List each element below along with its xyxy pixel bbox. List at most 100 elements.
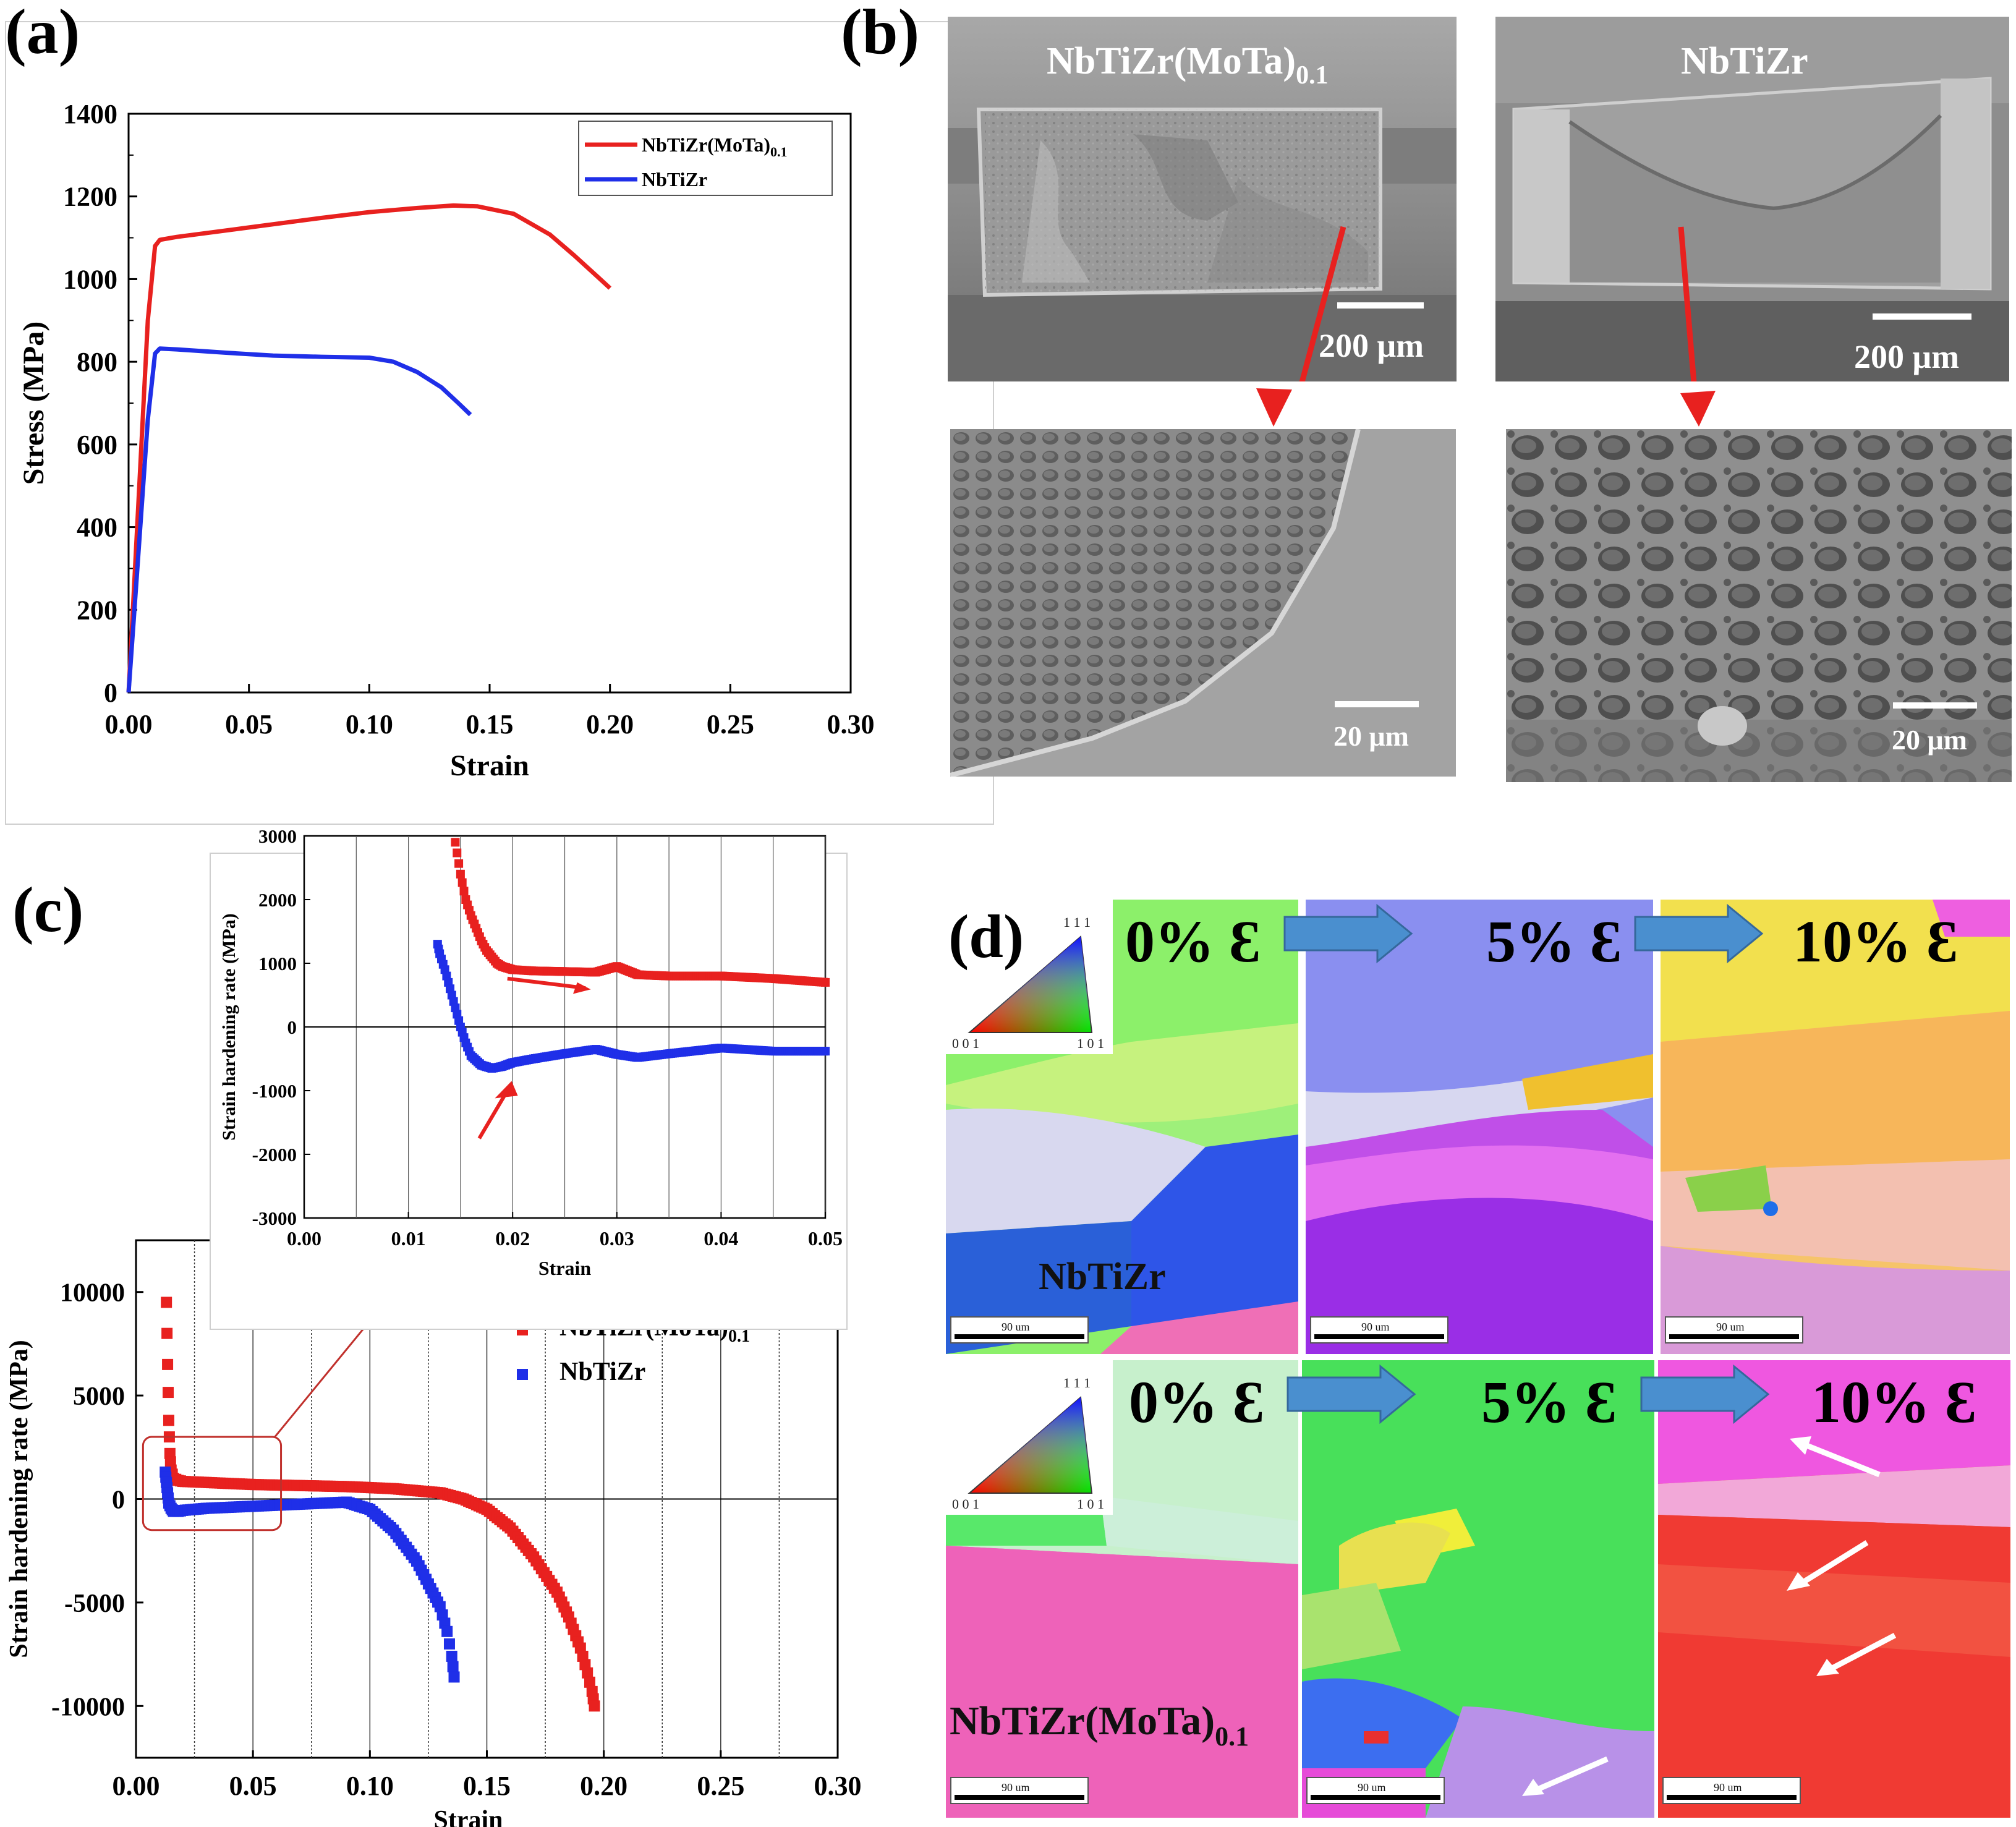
strain-label-0: 0% Ɛ [1129, 1369, 1264, 1435]
scale-bar [1337, 302, 1424, 309]
inset-x-tick-label: 0.02 [495, 1227, 530, 1250]
arrow-right-icon [1640, 1365, 1769, 1423]
scale-bar [1893, 702, 1977, 709]
data-point [163, 1415, 174, 1426]
inset-y-tick-label: -1000 [252, 1080, 297, 1102]
panel-b-label: (b) [841, 0, 920, 67]
inset-x-tick-label: 0.03 [600, 1227, 634, 1250]
ipf-label-111: 1 1 1 [1063, 1375, 1091, 1390]
x-tick-label: 0.15 [463, 1771, 511, 1801]
row-label-nbtizr-mota: NbTiZr(MoTa)0.1 [950, 1698, 1249, 1752]
x-tick-label: 0.15 [466, 709, 514, 739]
sem-fracture-nbtizr: 20 μm [1506, 429, 2012, 782]
inset-y-axis-label: Strain hardening rate (MPa) [219, 913, 239, 1140]
strain-hardening-chart: 0.00 0.05 0.10 0.15 0.20 0.25 0.30-10000-50000… [5, 825, 862, 1827]
x-tick-label: 0.20 [586, 709, 634, 739]
y-tick-label: -10000 [51, 1693, 125, 1721]
svg-text:90 um: 90 um [1002, 1781, 1030, 1794]
inset-arrow-head-icon [572, 982, 591, 994]
y-tick-label: -5000 [64, 1590, 125, 1618]
scale-label: 20 μm [1892, 724, 1967, 756]
legend-box [578, 121, 833, 196]
sem-overview-nbtizr: NbTiZr 200 μm [1495, 17, 2009, 381]
data-point [162, 1358, 174, 1370]
legend-label: NbTiZr [559, 1358, 645, 1386]
series-line-1 [126, 346, 472, 693]
y-tick-label: 200 [77, 595, 117, 625]
sem-title-nbtizr-mota: NbTiZr(MoTa)0.1 [1047, 40, 1329, 90]
y-axis-label: Strain hardening rate (MPa) [5, 1340, 33, 1658]
x-tick-label: 0.10 [346, 1771, 394, 1801]
inset-y-tick-label: 2000 [258, 889, 297, 911]
sem-arrows [1256, 388, 1716, 427]
x-tick-label: 0.20 [580, 1771, 627, 1801]
y-tick-label: 1200 [63, 182, 117, 212]
strain-label-5: 5% Ɛ [1481, 1369, 1617, 1435]
x-tick-label: 0.30 [827, 709, 875, 739]
data-point [441, 1625, 453, 1637]
panel-c-label: (c) [12, 874, 84, 945]
stress-strain-chart: 0.00 0.05 0.10 0.15 0.20 0.25 0.30 0 200 400 600 80… [17, 99, 875, 782]
ebsd-overlay: 0% Ɛ 5% Ɛ 10% Ɛ 0% Ɛ 5% Ɛ 10% Ɛ NbTiZr(M… [950, 905, 1976, 1804]
data-point [161, 1297, 172, 1308]
data-point [448, 1671, 460, 1683]
zoom-box [142, 1436, 283, 1531]
data-point [582, 1667, 593, 1679]
y-tick-label: 800 [77, 347, 117, 377]
ipf-label-111: 1 1 1 [1063, 914, 1091, 930]
sem-title-nbtizr: NbTiZr [1681, 40, 1808, 82]
strain-label-10: 10% Ɛ [1793, 908, 1958, 974]
inset-x-tick-label: 0.05 [808, 1227, 843, 1250]
panel-a: (a) 0.00 0.05 0.10 0.15 0.20 0.25 0.30 0 200 400 6… [5, 0, 994, 828]
arrow-icon [1680, 391, 1716, 427]
svg-text:90 um: 90 um [1716, 1321, 1745, 1333]
x-tick-label: 0.00 [113, 1771, 160, 1801]
y-tick-label: 1400 [63, 99, 117, 129]
y-tick-label: 0 [112, 1486, 125, 1515]
inset-data-point [454, 859, 464, 868]
y-tick-label: 600 [77, 430, 117, 460]
ebsd-map-nbtizr-10 [1661, 900, 2010, 1354]
data-point [447, 1661, 459, 1672]
inset-data-point [453, 848, 462, 858]
y-tick-label: 1000 [63, 264, 117, 294]
x-tick-label: 0.30 [814, 1771, 862, 1801]
panel-a-label: (a) [5, 0, 80, 67]
row-label-nbtizr: NbTiZr [1039, 1256, 1166, 1298]
inset-arrow-head-icon [495, 1081, 518, 1099]
inset-arrow-line [507, 976, 586, 990]
svg-text:90 um: 90 um [1361, 1321, 1390, 1333]
arrow-right-icon [1287, 1365, 1416, 1423]
scale-label: 200 μm [1319, 327, 1424, 364]
inset-data-point [459, 887, 469, 896]
strain-label-0: 0% Ɛ [1125, 908, 1261, 974]
ipf-label-101: 1 0 1 [1077, 1496, 1104, 1512]
data-point [443, 1638, 455, 1650]
ipf-legend-top: 1 1 1 0 0 1 1 0 1 [946, 900, 1113, 1054]
scale-bars: 90 um 90 um 90 um 90 um 90 um 90 um [950, 1316, 1803, 1804]
svg-text:90 um: 90 um [1002, 1321, 1030, 1333]
x-tick-label: 0.05 [229, 1771, 277, 1801]
inset-data-point [451, 838, 460, 847]
panel-a-frame [5, 21, 994, 825]
ipf-label-001: 0 0 1 [952, 1036, 979, 1051]
y-axis-label: Stress (MPa) [17, 322, 50, 485]
x-tick-label: 0.05 [225, 709, 273, 739]
inset-y-tick-label: -3000 [252, 1207, 297, 1229]
data-point [163, 1387, 174, 1399]
data-point [584, 1676, 595, 1688]
ebsd-map-nbtizr-5 [1306, 900, 1653, 1354]
legend-swatch [517, 1369, 528, 1380]
inset-x-tick-label: 0.04 [704, 1227, 738, 1250]
inset-y-tick-label: 0 [287, 1016, 297, 1038]
arrow-right-icon [1634, 905, 1763, 963]
svg-text:90 um: 90 um [1714, 1781, 1742, 1794]
inset-arrow-line [477, 1089, 509, 1139]
inset-y-tick-label: 3000 [258, 825, 297, 847]
ipf-legend-bottom: 1 1 1 0 0 1 1 0 1 [946, 1360, 1113, 1515]
x-tick-label: 0.00 [105, 709, 153, 739]
inset-data-point [456, 869, 465, 879]
scale-label: 20 μm [1333, 720, 1409, 752]
inset-x-tick-label: 0.01 [391, 1227, 426, 1250]
legend-label: NbTiZr [642, 168, 707, 190]
